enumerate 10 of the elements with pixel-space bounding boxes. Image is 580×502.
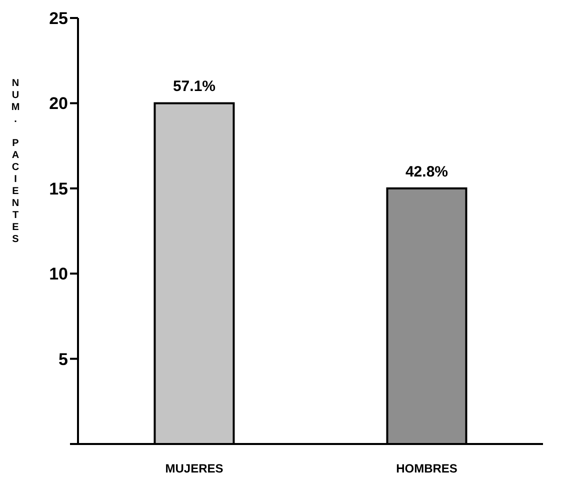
y-tick-label: 25 bbox=[49, 9, 68, 28]
annotation: 42.8% bbox=[405, 163, 448, 180]
y-axis-title: NUM. PACIENTES bbox=[10, 78, 21, 246]
y-tick-label: 15 bbox=[49, 179, 68, 198]
x-tick-label: MUJERES bbox=[165, 462, 224, 476]
y-tick-label: 20 bbox=[49, 94, 68, 114]
x-tick-label: HOMBRES bbox=[396, 462, 458, 476]
annotation: 57.1% bbox=[172, 78, 216, 96]
y-tick-label: 5 bbox=[58, 350, 68, 369]
y-tick-label: 10 bbox=[49, 264, 68, 284]
